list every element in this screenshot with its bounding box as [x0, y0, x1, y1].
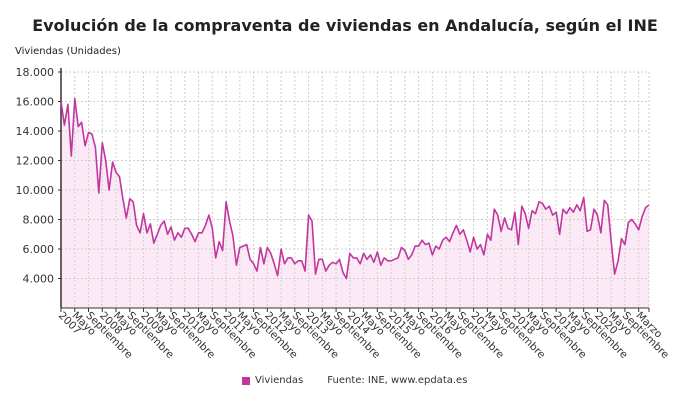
series-line-viviendas — [60, 97, 650, 280]
area-fill — [61, 98, 649, 308]
chart-title: Evolución de la compraventa de viviendas… — [32, 16, 658, 35]
y-tick-label: 6.000 — [23, 243, 55, 256]
y-axis-label: Viviendas (Unidades) — [15, 46, 121, 57]
y-tick-label: 10.000 — [16, 184, 55, 197]
y-tick-label: 18.000 — [16, 66, 55, 79]
y-tick-label: 12.000 — [16, 155, 55, 168]
legend-swatch — [242, 376, 250, 385]
y-tick-label: 14.000 — [16, 125, 55, 138]
y-tick-label: 16.000 — [16, 96, 55, 109]
source-text: Fuente: INE, www.epdata.es — [327, 375, 468, 386]
legend: Viviendas Fuente: INE, www.epdata.es — [242, 375, 467, 386]
y-tick-label: 8.000 — [23, 214, 55, 227]
legend-label: Viviendas — [255, 375, 304, 386]
y-tick-label: 4.000 — [23, 273, 55, 286]
